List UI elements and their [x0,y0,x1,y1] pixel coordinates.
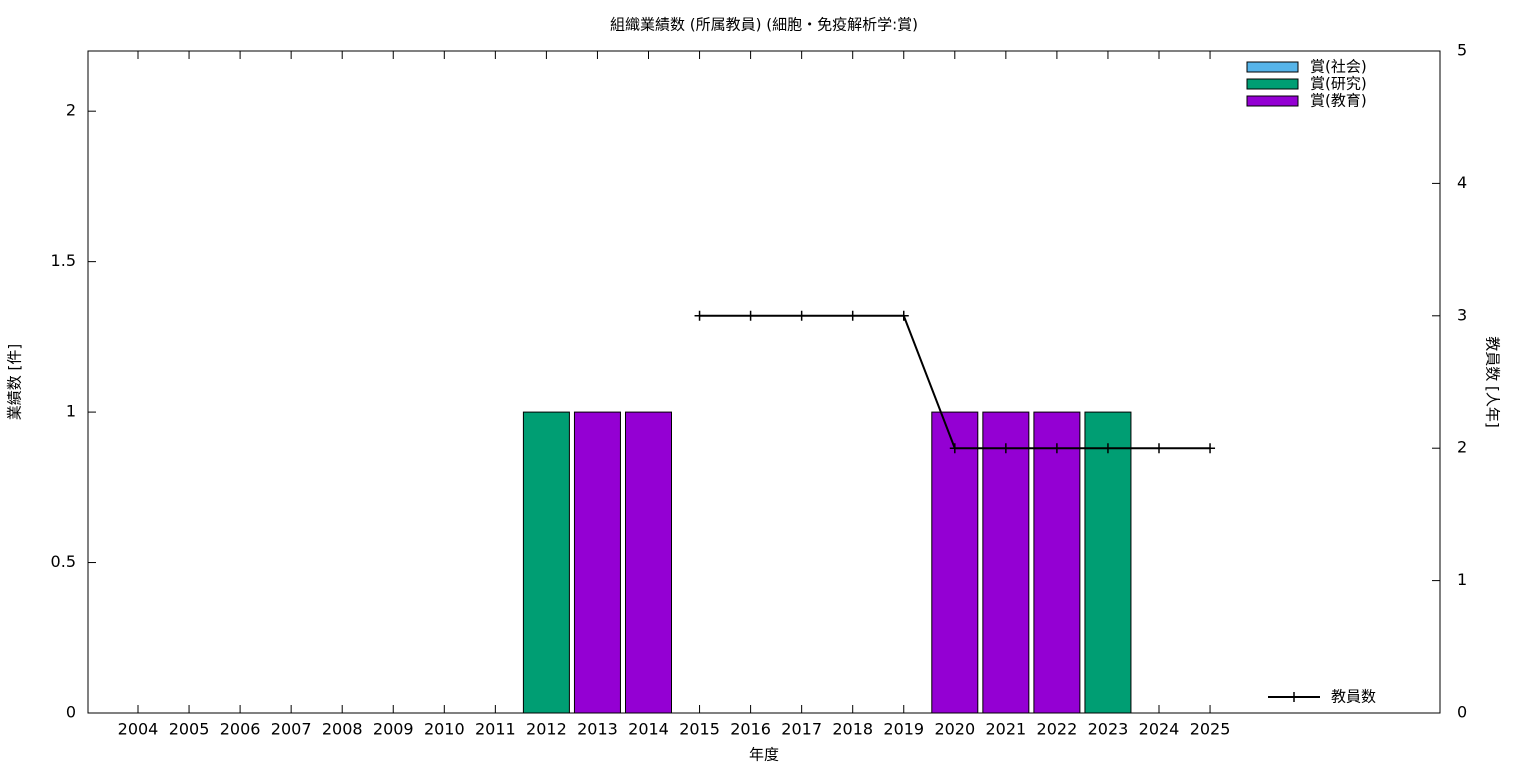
x-tick-label: 2025 [1190,720,1231,739]
x-tick-label: 2014 [628,720,669,739]
x-tick-label: 2024 [1139,720,1180,739]
x-tick-label: 2007 [271,720,312,739]
legend-point [1289,692,1299,702]
y-tick-label: 1.5 [51,251,76,270]
line [699,314,1211,450]
bar [1033,411,1081,714]
y-tick-label: 0 [66,703,76,722]
legend-label: 賞(研究) [1310,75,1367,93]
y2-tick-label: 0 [1457,703,1467,722]
x-tick-label: 2022 [1037,720,1078,739]
x-tick-label: 2006 [220,720,261,739]
x-tick-label: 2004 [118,720,159,739]
x-tick-label: 2008 [322,720,363,739]
x-tick-label: 2010 [424,720,465,739]
x-tick-label: 2023 [1088,720,1129,739]
x-tick-label: 2017 [781,720,822,739]
chart-title: 組織業績数 (所属教員) (細胞・免疫解析学:賞) [610,16,918,34]
y-tick-label: 0.5 [51,552,76,571]
x-tick-label: 2021 [985,720,1026,739]
y-tick-label: 1 [66,402,76,421]
bar [522,411,570,714]
legend-swatch [1246,95,1299,107]
legend-swatch [1246,78,1299,90]
bar [573,411,621,714]
x-tick-label: 2018 [832,720,873,739]
x-tick-label: 2009 [373,720,414,739]
x-tick-label: 2011 [475,720,516,739]
bar [982,411,1030,714]
x-tick-label: 2016 [730,720,771,739]
x-tick-label: 2012 [526,720,567,739]
legend-label: 教員数 [1331,688,1376,706]
legend-swatch [1246,61,1299,73]
bar [625,411,672,714]
x-tick-label: 2013 [577,720,618,739]
x-axis-label: 年度 [749,746,779,764]
x-tick-label: 2005 [169,720,210,739]
y2-tick-label: 3 [1457,305,1467,324]
x-tick-label: 2015 [679,720,720,739]
y2-tick-label: 4 [1457,173,1467,192]
y2-tick-label: 2 [1457,438,1467,457]
y2-axis-label: 教員数 [人年] [1484,336,1502,427]
legend-label: 賞(社会) [1310,58,1367,76]
y-axis-label: 業績数 [件] [6,344,24,420]
y2-tick-label: 5 [1457,41,1467,60]
bar [931,411,979,714]
x-tick-label: 2020 [934,720,975,739]
x-tick-label: 2019 [883,720,924,739]
bar [1084,411,1132,714]
y2-tick-label: 1 [1457,570,1467,589]
plot-frame [87,50,1441,714]
legend-label: 賞(教育) [1310,92,1367,110]
y-tick-label: 2 [66,101,76,120]
